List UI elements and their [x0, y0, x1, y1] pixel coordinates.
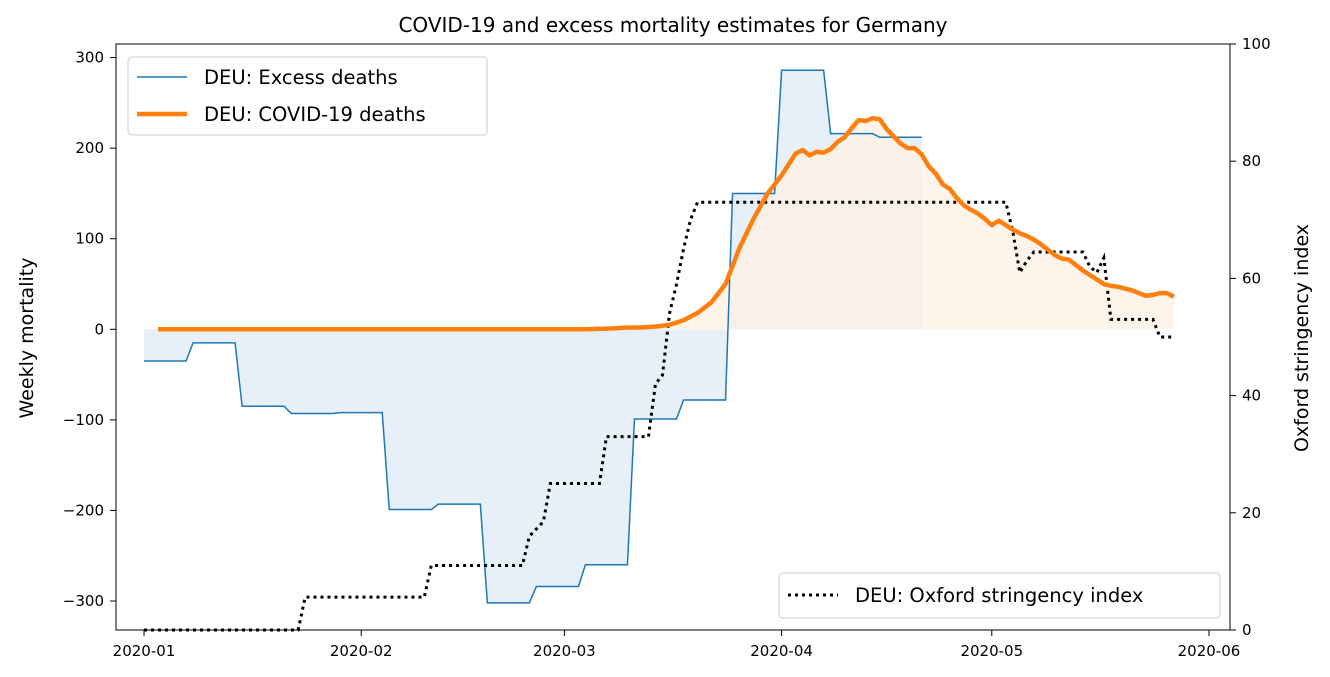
x-tick-label: 2020-06: [1178, 642, 1241, 660]
plot-area: [144, 69, 1175, 632]
y-axis-right-label: Oxford stringency index: [1291, 224, 1313, 452]
y-axis-label: Weekly mortality: [16, 258, 38, 419]
y-tick-label: −100: [63, 411, 104, 429]
x-tick-label: 2020-04: [750, 642, 813, 660]
y-tick-label: 300: [75, 49, 104, 67]
excess-deaths-line: [144, 69, 922, 604]
stringency-index-line: [144, 200, 1174, 632]
y-tick-label: 0: [94, 320, 104, 338]
axes: 2020-01 2020-02 2020-03 2020-04 2020-05 2020-…: [63, 35, 1271, 660]
y-right-tick-label: 60: [1242, 269, 1261, 287]
y-right-tick-label: 0: [1242, 621, 1252, 639]
y-right-tick-label: 100: [1242, 35, 1271, 53]
y-right-tick-label: 80: [1242, 152, 1261, 170]
chart-title: COVID-19 and excess mortality estimates …: [398, 13, 947, 37]
legend-frame: [127, 56, 488, 136]
legend-bottom-right: DEU: Oxford stringency index: [778, 572, 1221, 619]
legend-stringency-label: DEU: Oxford stringency index: [855, 584, 1143, 607]
y-right-tick-label: 20: [1242, 504, 1261, 522]
y-tick-label: 200: [75, 139, 104, 157]
legend-excess-label: DEU: Excess deaths: [204, 66, 398, 89]
y-right-tick-label: 40: [1242, 387, 1261, 405]
y-tick-label: 100: [75, 230, 104, 248]
x-tick-label: 2020-01: [113, 642, 176, 660]
covid-deaths-fill: [158, 118, 1174, 330]
excess-deaths-fill: [144, 70, 922, 603]
legend-frame: [778, 572, 1221, 619]
legend-top-left: DEU: Excess deaths DEU: COVID-19 deaths: [127, 56, 488, 136]
x-tick-label: 2020-02: [330, 642, 393, 660]
legend-covid-label: DEU: COVID-19 deaths: [204, 103, 426, 126]
y-tick-label: −200: [63, 501, 104, 519]
plot-frame: [115, 43, 1231, 631]
y-tick-label: −300: [63, 592, 104, 610]
x-tick-label: 2020-03: [533, 642, 596, 660]
covid-deaths-line: [158, 116, 1175, 332]
x-tick-label: 2020-05: [960, 642, 1023, 660]
